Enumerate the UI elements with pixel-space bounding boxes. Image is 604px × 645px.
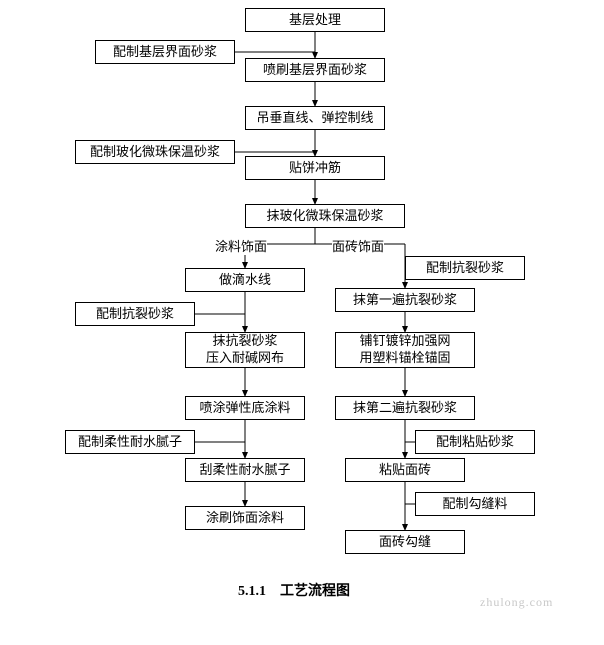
node-n3: 喷刷基层界面砂浆: [245, 58, 385, 82]
node-n13: 铺钉镀锌加强网 用塑料锚栓锚固: [335, 332, 475, 368]
label-left_branch: 涂料饰面: [215, 236, 267, 255]
node-n19: 粘贴面砖: [345, 458, 465, 482]
node-n5: 配制玻化微珠保温砂浆: [75, 140, 235, 164]
node-n7: 抹玻化微珠保温砂浆: [245, 204, 405, 228]
node-n15: 抹第二遍抗裂砂浆: [335, 396, 475, 420]
node-n21: 配制勾缝料: [415, 492, 535, 516]
node-n12: 抹抗裂砂浆 压入耐碱网布: [185, 332, 305, 368]
node-n22: 面砖勾缝: [345, 530, 465, 554]
node-n8: 做滴水线: [185, 268, 305, 292]
label-right_branch: 面砖饰面: [332, 236, 384, 255]
node-n9: 配制抗裂砂浆: [405, 256, 525, 280]
node-n2: 配制基层界面砂浆: [95, 40, 235, 64]
node-n10: 抹第一遍抗裂砂浆: [335, 288, 475, 312]
caption: 5.1.1 工艺流程图: [238, 580, 350, 600]
node-n14: 喷涂弹性底涂料: [185, 396, 305, 420]
node-n18: 刮柔性耐水腻子: [185, 458, 305, 482]
node-n4: 吊垂直线、弹控制线: [245, 106, 385, 130]
watermark: zhulong.com: [480, 595, 553, 610]
node-n17: 配制粘贴砂浆: [415, 430, 535, 454]
node-n20: 涂刷饰面涂料: [185, 506, 305, 530]
node-n6: 贴饼冲筋: [245, 156, 385, 180]
node-n11: 配制抗裂砂浆: [75, 302, 195, 326]
node-n16: 配制柔性耐水腻子: [65, 430, 195, 454]
node-n1: 基层处理: [245, 8, 385, 32]
